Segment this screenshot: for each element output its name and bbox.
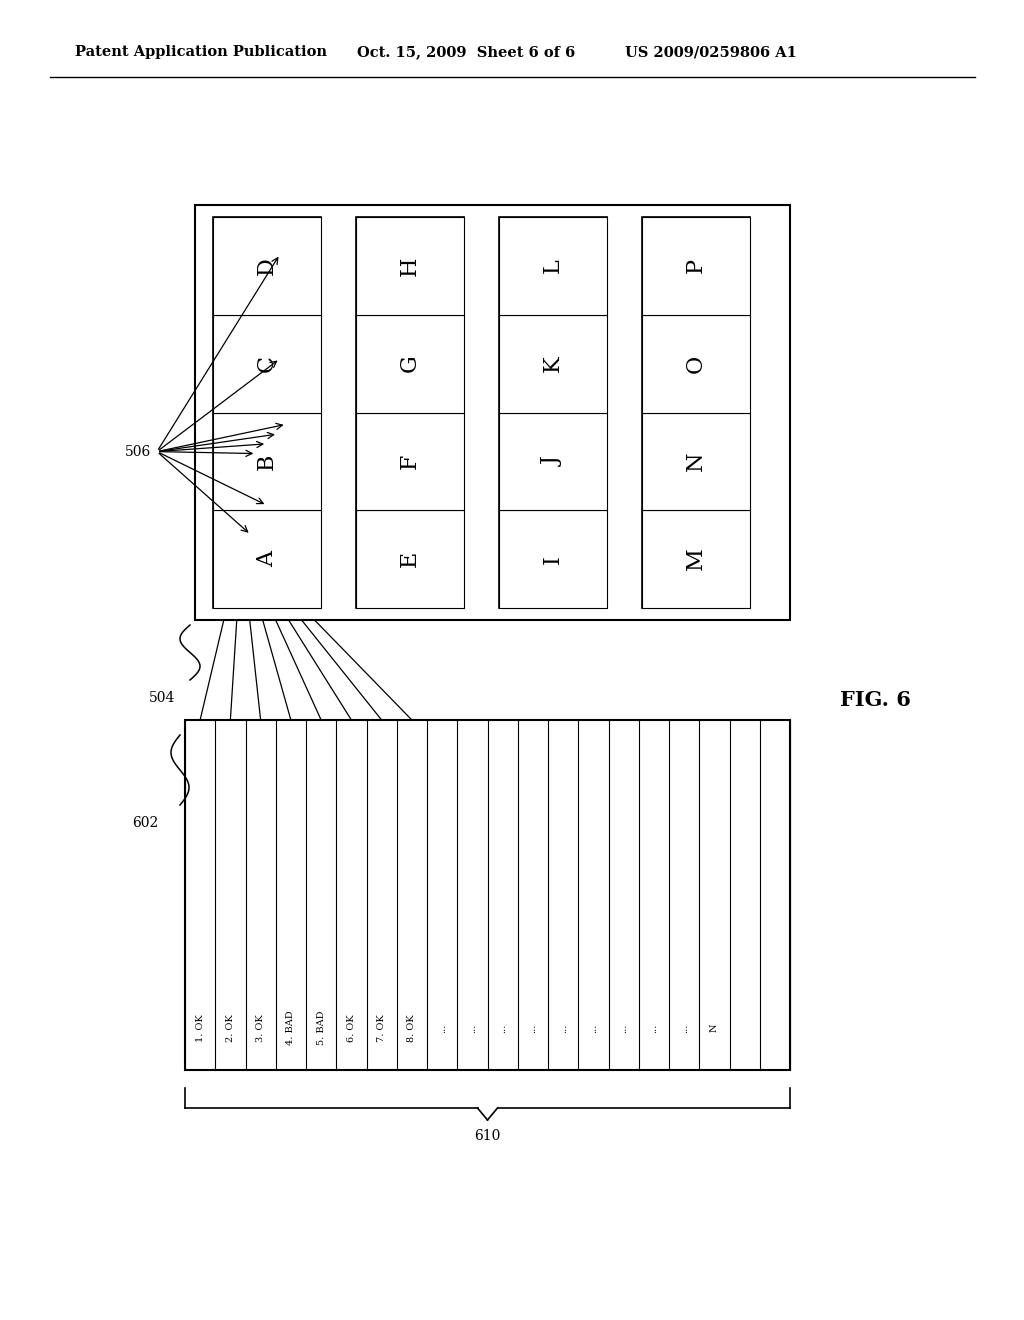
Text: 2. OK: 2. OK [226, 1014, 234, 1041]
Text: F: F [399, 454, 421, 469]
Text: FIG. 6: FIG. 6 [840, 690, 911, 710]
Bar [356, 216, 464, 314]
Text: O: O [685, 355, 707, 372]
Text: K: K [542, 355, 564, 372]
Text: 5. BAD: 5. BAD [316, 1011, 326, 1045]
Text: L: L [542, 259, 564, 273]
Bar [195, 205, 790, 620]
Text: J: J [542, 457, 564, 466]
Bar [499, 216, 607, 314]
Text: 8. OK: 8. OK [408, 1014, 417, 1041]
Bar [499, 511, 607, 609]
Bar [499, 216, 607, 609]
Text: N: N [685, 451, 707, 471]
Text: 1. OK: 1. OK [196, 1014, 205, 1041]
Text: Patent Application Publication: Patent Application Publication [75, 45, 327, 59]
Text: 3. OK: 3. OK [256, 1014, 265, 1041]
Bar [356, 412, 464, 511]
Text: Oct. 15, 2009  Sheet 6 of 6: Oct. 15, 2009 Sheet 6 of 6 [357, 45, 575, 59]
Bar [642, 412, 750, 511]
Text: E: E [399, 550, 421, 568]
Bar [642, 216, 750, 314]
Bar [642, 314, 750, 412]
Bar [213, 216, 321, 609]
Bar [213, 314, 321, 412]
Text: 6. OK: 6. OK [347, 1014, 356, 1041]
Text: ...: ... [498, 1023, 507, 1032]
Text: US 2009/0259806 A1: US 2009/0259806 A1 [625, 45, 797, 59]
Text: D: D [256, 257, 278, 275]
Text: ...: ... [468, 1023, 477, 1032]
Bar [213, 412, 321, 511]
Bar [213, 511, 321, 609]
Text: B: B [256, 453, 278, 470]
Text: 602: 602 [132, 816, 158, 830]
Text: ...: ... [559, 1023, 567, 1032]
Text: ...: ... [589, 1023, 598, 1032]
Bar [356, 511, 464, 609]
Text: M: M [685, 548, 707, 570]
Bar [213, 216, 321, 314]
Text: G: G [399, 355, 421, 372]
Text: ...: ... [649, 1023, 658, 1032]
Text: N: N [710, 1024, 719, 1032]
Bar [642, 511, 750, 609]
Text: 610: 610 [474, 1129, 501, 1143]
Text: ...: ... [528, 1023, 538, 1032]
Bar [642, 216, 750, 609]
Text: 506: 506 [125, 445, 152, 458]
Bar [499, 412, 607, 511]
Text: P: P [685, 259, 707, 273]
Text: ...: ... [437, 1023, 446, 1032]
Bar [356, 216, 464, 609]
Text: 4. BAD: 4. BAD [287, 1011, 295, 1045]
Bar [356, 314, 464, 412]
Text: ...: ... [620, 1023, 628, 1032]
Text: I: I [542, 554, 564, 564]
Bar [499, 314, 607, 412]
Text: ...: ... [680, 1023, 688, 1032]
Text: 7. OK: 7. OK [377, 1014, 386, 1041]
Text: C: C [256, 355, 278, 372]
Text: 504: 504 [148, 690, 175, 705]
Text: H: H [399, 256, 421, 276]
Text: A: A [256, 552, 278, 568]
Bar [185, 719, 790, 1071]
